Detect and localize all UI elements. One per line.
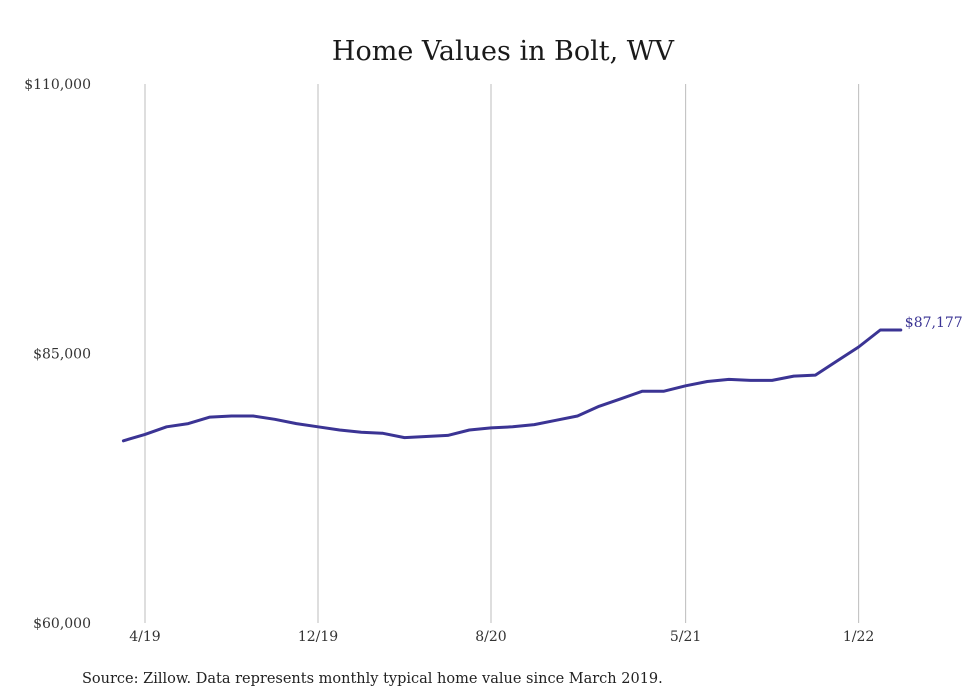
y-tick-label: $110,000 — [24, 77, 91, 93]
chart-title: Home Values in Bolt, WV — [332, 36, 675, 67]
y-tick-label: $85,000 — [33, 347, 91, 363]
source-note: Source: Zillow. Data represents monthly … — [82, 671, 663, 687]
x-tick-label: 1/22 — [843, 629, 874, 645]
y-axis-tick-labels: $110,000 $85,000 $60,000 — [24, 77, 91, 632]
data-labels: $87,177 — [905, 315, 963, 331]
series-lines — [121, 328, 903, 443]
x-tick-label: 4/19 — [129, 629, 160, 645]
x-tick-label: 12/19 — [298, 629, 338, 645]
series-line-0 — [121, 328, 903, 443]
end-value-label: $87,177 — [905, 315, 963, 331]
x-axis-tick-labels: 4/19 12/19 8/20 5/21 1/22 — [129, 629, 874, 645]
vertical-gridlines — [144, 84, 860, 623]
y-tick-label: $60,000 — [33, 616, 91, 632]
x-tick-label: 8/20 — [475, 629, 506, 645]
x-tick-label: 5/21 — [670, 629, 701, 645]
